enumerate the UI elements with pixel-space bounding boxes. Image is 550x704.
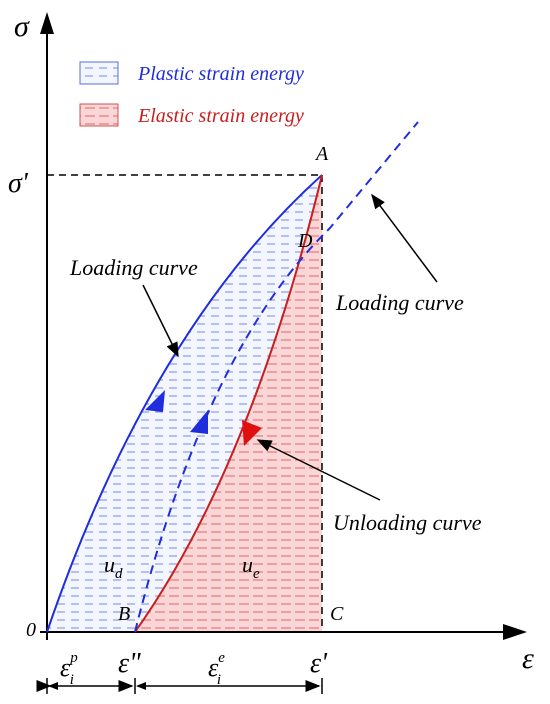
point-label: A: [314, 143, 329, 165]
origin-label: 0: [26, 619, 36, 641]
sigma-prime: σ': [8, 168, 29, 199]
x-arrow: [503, 624, 527, 640]
legend-swatch: [79, 61, 119, 85]
reloading-curve: [134, 121, 419, 633]
y-axis-label: σ: [14, 10, 30, 43]
direction-marker: [242, 420, 262, 446]
curve-label: Unloading curve: [333, 510, 482, 535]
dimension-arrow: [48, 682, 58, 690]
pointer: [371, 193, 438, 283]
strain-mark: ε": [118, 648, 141, 679]
point-label: B: [118, 603, 130, 625]
legend-label: Elastic strain energy: [137, 105, 304, 127]
y-arrow: [40, 12, 54, 34]
plastic-region: [47, 175, 322, 632]
strain-label: εp i: [60, 650, 78, 688]
point-label: C: [330, 603, 344, 625]
loading-curve: [46, 174, 323, 633]
unloading-curve: [134, 174, 323, 633]
dimension-arrow: [136, 682, 146, 690]
curve-label: Loading curve: [69, 255, 198, 280]
curve-label: Loading curve: [335, 290, 464, 315]
legend-swatch: [79, 103, 119, 127]
energy-label: ud: [104, 552, 123, 582]
point-label: D: [297, 230, 313, 252]
elastic-region: [135, 175, 322, 632]
energy-label: ue: [242, 552, 260, 582]
pointer: [256, 439, 381, 501]
strain-mark: ε': [310, 648, 328, 679]
direction-marker: [145, 390, 165, 412]
strain-label: εe i: [208, 650, 225, 688]
direction-marker: [190, 410, 208, 434]
legend-label: Plastic strain energy: [137, 63, 304, 85]
pointer: [142, 284, 179, 358]
x-axis-label: ε: [522, 642, 534, 675]
